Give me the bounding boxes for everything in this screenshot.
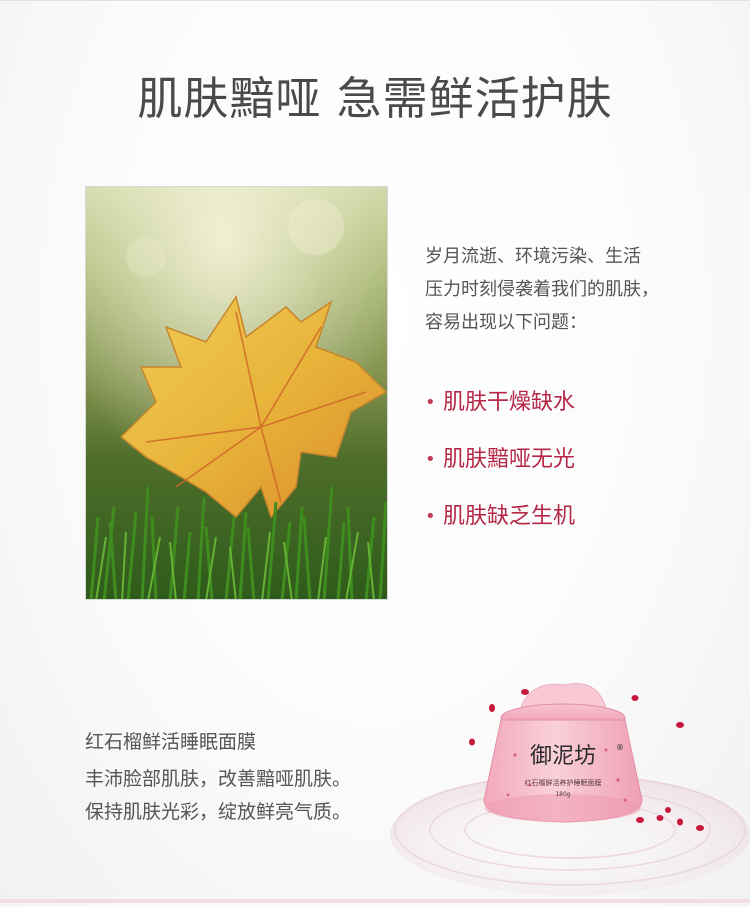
bullet-dot: • bbox=[425, 449, 436, 470]
bullet-text: 肌肤干燥缺水 bbox=[443, 390, 576, 415]
intro-line-3: 容易出现以下问题： bbox=[425, 312, 587, 333]
product-image: 御泥坊 ® 红石榴鲜活养护睡眠面膜 180g bbox=[380, 660, 750, 903]
product-desc-line-2: 保持肌肤光彩，绽放鲜亮气质。 bbox=[85, 801, 352, 823]
bullet-text: 肌肤黯哑无光 bbox=[443, 447, 576, 472]
bullet-dot: • bbox=[425, 392, 436, 413]
intro-line-1: 岁月流逝、环境污染、生活 bbox=[425, 246, 641, 267]
list-item: • 肌肤干燥缺水 bbox=[425, 388, 575, 445]
product-description: 丰沛脸部肌肤，改善黯哑肌肤。 保持肌肤光彩，绽放鲜亮气质。 bbox=[85, 763, 351, 829]
bullet-text: 肌肤缺乏生机 bbox=[443, 504, 576, 529]
list-item: • 肌肤缺乏生机 bbox=[425, 502, 575, 559]
intro-line-2: 压力时刻侵袭着我们的肌肤， bbox=[425, 279, 659, 300]
page-title: 肌肤黯哑 急需鲜活护肤 bbox=[137, 72, 613, 125]
jar-label: 红石榴鲜活养护睡眠面膜 bbox=[525, 778, 602, 787]
top-divider bbox=[0, 0, 750, 1]
product-desc-line-1: 丰沛脸部肌肤，改善黯哑肌肤。 bbox=[85, 768, 352, 790]
intro-text: 岁月流逝、环境污染、生活 压力时刻侵袭着我们的肌肤， 容易出现以下问题： bbox=[425, 240, 725, 339]
list-item: • 肌肤黯哑无光 bbox=[425, 445, 575, 502]
bullet-dot: • bbox=[425, 506, 436, 527]
jar-weight: 180g bbox=[555, 791, 570, 798]
product-title: 红石榴鲜活睡眠面膜 bbox=[85, 731, 257, 753]
skin-problem-list: • 肌肤干燥缺水 • 肌肤黯哑无光 • 肌肤缺乏生机 bbox=[425, 388, 575, 559]
autumn-leaf-photo bbox=[85, 186, 388, 600]
jar-registered-mark: ® bbox=[616, 743, 624, 752]
jar-brand: 御泥坊 bbox=[530, 744, 596, 769]
bottom-divider bbox=[0, 899, 750, 903]
